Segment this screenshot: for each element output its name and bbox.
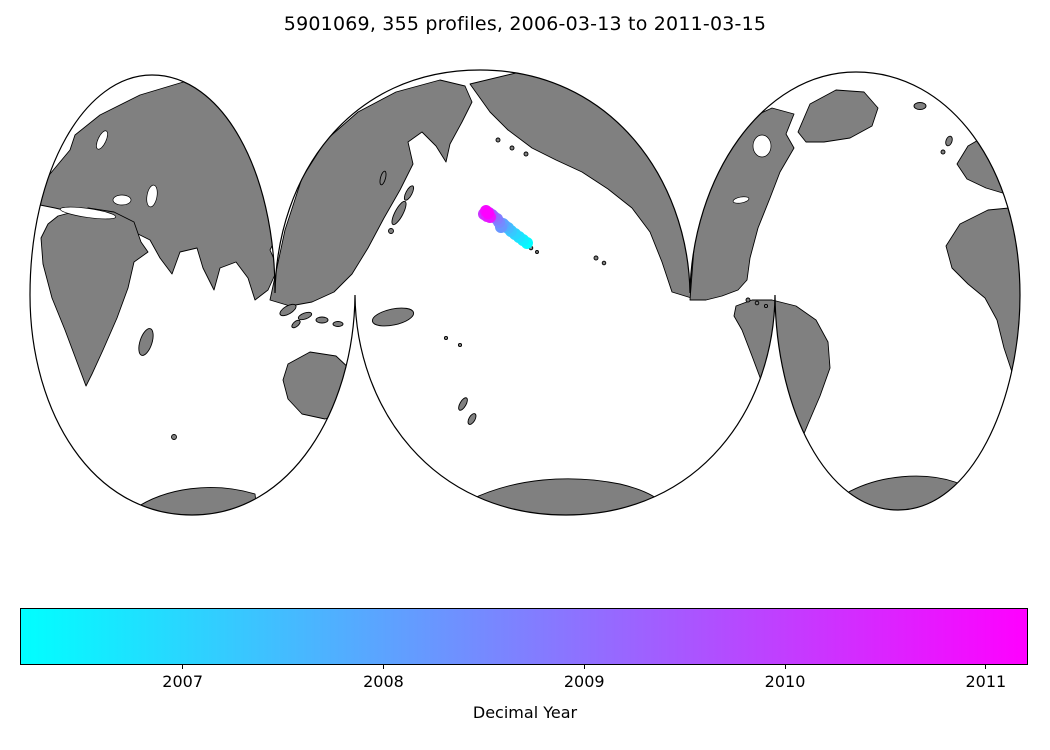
island-speck — [509, 145, 515, 151]
land-africa — [40, 207, 149, 387]
colorbar-tick — [985, 665, 987, 669]
sea-caspian — [146, 184, 158, 208]
land-ireland — [940, 149, 946, 155]
colorbar-axis-label: Decimal Year — [472, 703, 578, 722]
inland-water — [59, 130, 772, 220]
island-speck — [291, 319, 301, 329]
sea-black — [112, 194, 132, 206]
colorbar-tick-label: 2010 — [764, 672, 806, 691]
bay-hudson — [752, 134, 772, 158]
colorbar-tick — [182, 665, 184, 669]
island-speck — [763, 303, 769, 309]
land-iceland — [913, 102, 927, 110]
land-japan-honshu — [391, 200, 407, 226]
land-new-zealand-south — [467, 413, 477, 425]
colorbar-tick — [784, 665, 786, 669]
great-lakes — [732, 196, 750, 204]
land-new-guinea — [371, 307, 415, 327]
profile-point — [482, 207, 494, 219]
world-map — [29, 69, 1021, 516]
island-speck — [593, 255, 599, 261]
land-new-zealand-north — [458, 397, 468, 411]
map-outline — [29, 69, 1021, 516]
colorbar-tick — [583, 665, 585, 669]
colorbar-tick-label: 2009 — [563, 672, 605, 691]
colorbar-tick — [382, 665, 384, 669]
colorbar-tick-label: 2008 — [363, 672, 404, 691]
island-speck — [745, 297, 751, 303]
island-speck — [495, 137, 501, 143]
figure-title: 5901069, 355 profiles, 2006-03-13 to 201… — [283, 13, 767, 35]
island-specks — [171, 137, 769, 440]
island-speck — [457, 342, 463, 348]
land-japan-hokkaido — [403, 185, 415, 201]
land-sakhalin — [379, 170, 387, 186]
land-east-asia — [269, 79, 473, 307]
island-speck — [315, 316, 329, 324]
island-speck — [601, 260, 607, 266]
sea-mediterranean — [59, 206, 117, 220]
land-japan-kyushu — [388, 228, 394, 234]
colorbar-tick-label: 2011 — [965, 672, 1007, 691]
float-profile-points — [478, 205, 533, 249]
island-speck — [754, 300, 760, 306]
island-speck — [297, 311, 313, 321]
land-madagascar — [138, 328, 154, 356]
colorbar — [20, 608, 1028, 665]
land-greenland — [797, 89, 879, 143]
colorbar-tick-label: 2007 — [162, 672, 203, 691]
island-speck — [443, 335, 449, 341]
land-tasmania — [325, 425, 333, 433]
sea-baltic — [96, 130, 108, 150]
island-speck — [332, 321, 344, 327]
island-speck — [279, 303, 297, 317]
island-speck — [535, 250, 539, 254]
land-britain — [945, 135, 953, 147]
island-speck — [523, 151, 529, 157]
island-speck — [171, 434, 177, 440]
